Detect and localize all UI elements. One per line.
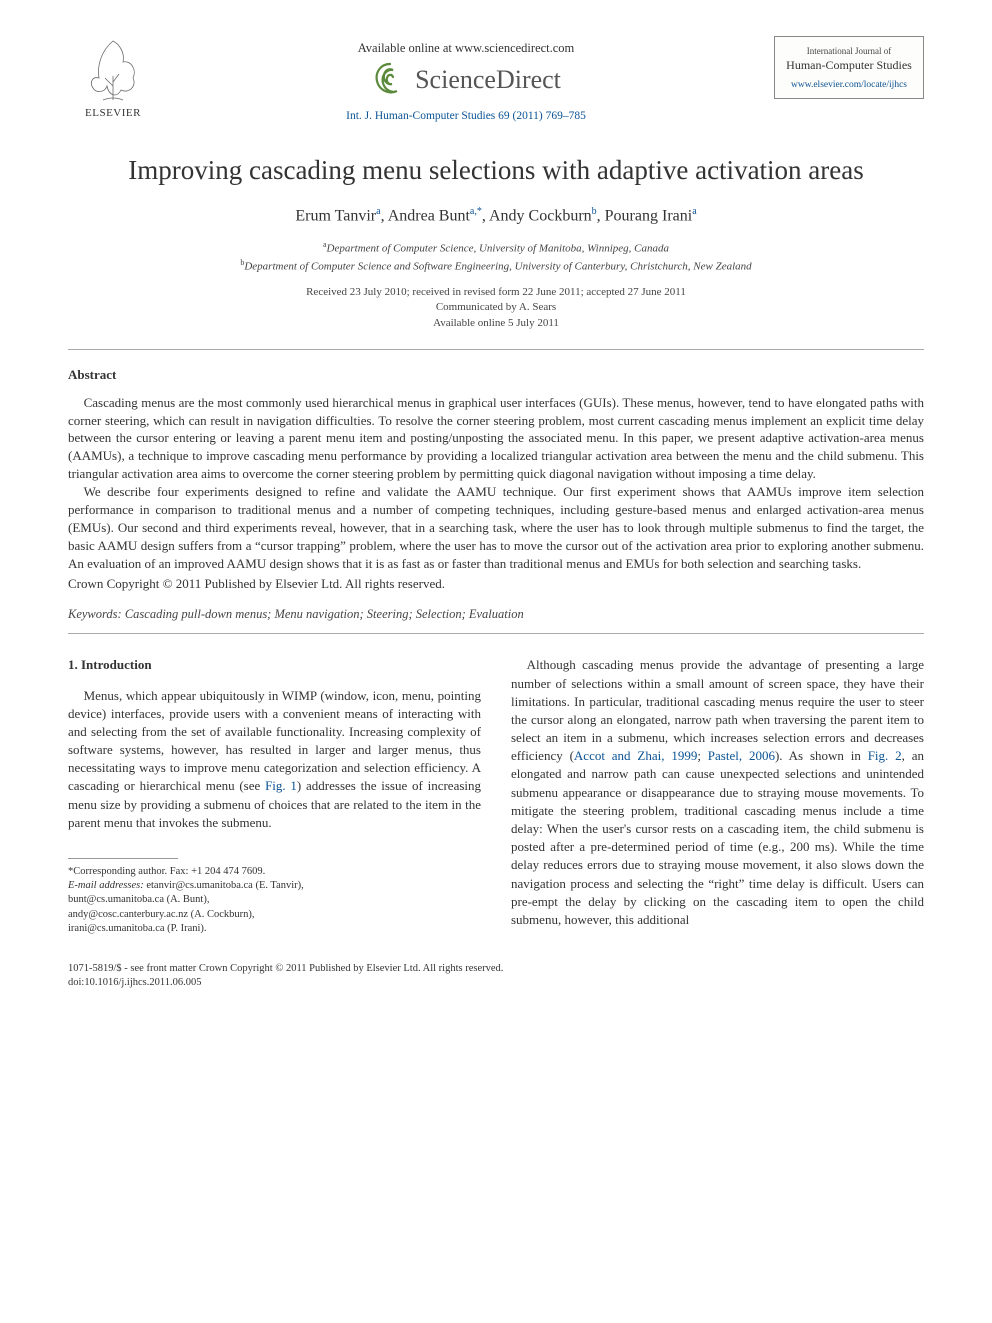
corresponding-author: *Corresponding author. Fax: +1 204 474 7…: [68, 865, 481, 879]
dates-online: Available online 5 July 2011: [68, 316, 924, 331]
journal-title: Human-Computer Studies: [781, 59, 917, 73]
footer-copyright: 1071-5819/$ - see front matter Crown Cop…: [68, 962, 924, 976]
citation-line: Int. J. Human-Computer Studies 69 (2011)…: [158, 109, 774, 125]
article-title: Improving cascading menu selections with…: [68, 152, 924, 188]
intro-right-para: Although cascading menus provide the adv…: [511, 656, 924, 929]
affiliations: aDepartment of Computer Science, Univers…: [68, 239, 924, 275]
ref-accot-zhai[interactable]: Accot and Zhai, 1999: [574, 748, 697, 763]
sciencedirect-wordmark: ScienceDirect: [415, 62, 561, 97]
dates-communicated: Communicated by A. Sears: [68, 300, 924, 315]
sciencedirect-logo: ScienceDirect: [158, 61, 774, 99]
body-columns: 1. Introduction Menus, which appear ubiq…: [68, 656, 924, 936]
abstract-heading: Abstract: [68, 366, 924, 384]
abstract-p2: We describe four experiments designed to…: [68, 483, 924, 573]
affiliation-b: bDepartment of Computer Science and Soft…: [68, 257, 924, 275]
journal-url[interactable]: www.elsevier.com/locate/ijhcs: [781, 79, 917, 92]
email-3: andy@cosc.canterbury.ac.nz (A. Cockburn)…: [68, 909, 255, 920]
available-online-text: Available online at www.sciencedirect.co…: [158, 40, 774, 57]
abstract-p1: Cascading menus are the most commonly us…: [68, 394, 924, 484]
footnote-rule: [68, 858, 178, 859]
elsevier-tree-icon: [83, 36, 143, 104]
elsevier-label: ELSEVIER: [68, 106, 158, 121]
affiliation-a: aDepartment of Computer Science, Univers…: [68, 239, 924, 257]
dates-received: Received 23 July 2010; received in revis…: [68, 285, 924, 300]
article-dates: Received 23 July 2010; received in revis…: [68, 285, 924, 331]
email-label: E-mail addresses:: [68, 880, 144, 891]
right-column: Although cascading menus provide the adv…: [511, 656, 924, 936]
sciencedirect-swirl-icon: [371, 61, 409, 99]
elsevier-logo-block: ELSEVIER: [68, 36, 158, 121]
fig1-link[interactable]: Fig. 1: [265, 778, 297, 793]
footnotes: *Corresponding author. Fax: +1 204 474 7…: [68, 865, 481, 936]
intro-heading: 1. Introduction: [68, 656, 481, 674]
abstract-body: Cascading menus are the most commonly us…: [68, 394, 924, 593]
left-column: 1. Introduction Menus, which appear ubiq…: [68, 656, 481, 936]
intro-left-para: Menus, which appear ubiquitously in WIMP…: [68, 687, 481, 833]
authors-line: Erum Tanvira, Andrea Bunta,*, Andy Cockb…: [68, 205, 924, 227]
keywords-line: Keywords: Cascading pull-down menus; Men…: [68, 606, 924, 623]
journal-cover-box: International Journal of Human-Computer …: [774, 36, 924, 99]
page-header: ELSEVIER Available online at www.science…: [68, 36, 924, 124]
page-footer: 1071-5819/$ - see front matter Crown Cop…: [68, 962, 924, 990]
header-center: Available online at www.sciencedirect.co…: [158, 36, 774, 124]
email-1: etanvir@cs.umanitoba.ca (E. Tanvir),: [146, 880, 303, 891]
email-addresses: E-mail addresses: etanvir@cs.umanitoba.c…: [68, 879, 481, 936]
rule-below-keywords: [68, 633, 924, 634]
rule-above-abstract: [68, 349, 924, 350]
email-2: bunt@cs.umanitoba.ca (A. Bunt),: [68, 894, 209, 905]
ref-pastel[interactable]: Pastel, 2006: [708, 748, 775, 763]
email-4: irani@cs.umanitoba.ca (P. Irani).: [68, 923, 207, 934]
fig2-link[interactable]: Fig. 2: [868, 748, 902, 763]
footer-doi: doi:10.1016/j.ijhcs.2011.06.005: [68, 976, 924, 990]
journal-supertitle: International Journal of: [781, 45, 917, 57]
abstract-copyright: Crown Copyright © 2011 Published by Else…: [68, 575, 924, 593]
